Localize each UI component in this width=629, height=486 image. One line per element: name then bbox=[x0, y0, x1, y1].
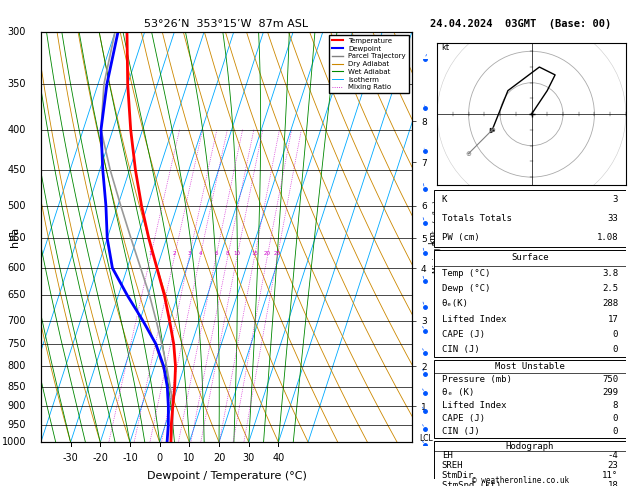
Text: Totals Totals: Totals Totals bbox=[442, 214, 511, 223]
Text: 40: 40 bbox=[272, 452, 284, 463]
Text: 600: 600 bbox=[8, 263, 26, 273]
Text: 0: 0 bbox=[613, 345, 618, 354]
Text: 20: 20 bbox=[213, 452, 225, 463]
Text: 17: 17 bbox=[608, 314, 618, 324]
Text: K: K bbox=[442, 195, 447, 204]
Text: StmSpd (kt): StmSpd (kt) bbox=[442, 481, 501, 486]
Text: Most Unstable: Most Unstable bbox=[495, 362, 565, 371]
Text: 1.08: 1.08 bbox=[597, 233, 618, 242]
Text: StmDir: StmDir bbox=[442, 471, 474, 480]
Text: 1000: 1000 bbox=[1, 437, 26, 447]
Text: 900: 900 bbox=[8, 401, 26, 411]
Text: -20: -20 bbox=[92, 452, 108, 463]
Text: 24.04.2024  03GMT  (Base: 00): 24.04.2024 03GMT (Base: 00) bbox=[430, 19, 611, 29]
Text: CIN (J): CIN (J) bbox=[442, 345, 479, 354]
Text: 300: 300 bbox=[8, 27, 26, 36]
Text: Temp (°C): Temp (°C) bbox=[442, 269, 490, 278]
Text: 288: 288 bbox=[602, 299, 618, 308]
Text: PW (cm): PW (cm) bbox=[442, 233, 479, 242]
Text: 25: 25 bbox=[274, 251, 281, 257]
Text: 850: 850 bbox=[8, 382, 26, 392]
Legend: Temperature, Dewpoint, Parcel Trajectory, Dry Adiabat, Wet Adiabat, Isotherm, Mi: Temperature, Dewpoint, Parcel Trajectory… bbox=[330, 35, 408, 93]
Text: -4: -4 bbox=[608, 451, 618, 460]
Text: 0: 0 bbox=[613, 330, 618, 339]
Text: Hodograph: Hodograph bbox=[506, 442, 554, 451]
Text: SREH: SREH bbox=[442, 461, 463, 470]
Text: 0: 0 bbox=[157, 452, 163, 463]
Text: 400: 400 bbox=[8, 125, 26, 135]
Text: 500: 500 bbox=[8, 201, 26, 211]
Text: θₑ (K): θₑ (K) bbox=[442, 388, 474, 397]
Text: EH: EH bbox=[442, 451, 452, 460]
Text: ⊕: ⊕ bbox=[465, 151, 472, 156]
Text: 18: 18 bbox=[608, 481, 618, 486]
Text: 33: 33 bbox=[608, 214, 618, 223]
Text: 3.8: 3.8 bbox=[602, 269, 618, 278]
Text: Surface: Surface bbox=[511, 253, 548, 262]
Text: 700: 700 bbox=[8, 315, 26, 326]
Text: CAPE (J): CAPE (J) bbox=[442, 330, 485, 339]
Text: 10: 10 bbox=[233, 251, 241, 257]
Text: 650: 650 bbox=[8, 290, 26, 300]
Text: Dewpoint / Temperature (°C): Dewpoint / Temperature (°C) bbox=[147, 471, 306, 481]
Text: 750: 750 bbox=[8, 339, 26, 349]
Text: 800: 800 bbox=[8, 361, 26, 371]
Text: 0: 0 bbox=[613, 427, 618, 436]
Text: Mixing Ratio (g/kg): Mixing Ratio (g/kg) bbox=[433, 200, 442, 274]
Bar bbox=[434, 190, 626, 247]
Text: 550: 550 bbox=[8, 233, 26, 243]
Text: 299: 299 bbox=[602, 388, 618, 397]
Text: © weatheronline.co.uk: © weatheronline.co.uk bbox=[472, 476, 569, 485]
Text: 10: 10 bbox=[183, 452, 196, 463]
Text: 23: 23 bbox=[608, 461, 618, 470]
Text: 4: 4 bbox=[198, 251, 202, 257]
Bar bbox=[434, 250, 626, 357]
Text: 8: 8 bbox=[226, 251, 230, 257]
Text: 350: 350 bbox=[8, 79, 26, 89]
Text: Pressure (mb): Pressure (mb) bbox=[442, 375, 511, 384]
Y-axis label: km
ASL: km ASL bbox=[428, 228, 448, 245]
Text: Dewp (°C): Dewp (°C) bbox=[442, 284, 490, 293]
Text: Lifted Index: Lifted Index bbox=[442, 314, 506, 324]
Text: hPa: hPa bbox=[10, 227, 20, 247]
Text: LCL: LCL bbox=[420, 434, 433, 443]
Text: 11°: 11° bbox=[602, 471, 618, 480]
Text: 950: 950 bbox=[8, 420, 26, 430]
Text: 6: 6 bbox=[214, 251, 218, 257]
Text: kt: kt bbox=[441, 43, 449, 52]
Bar bbox=[434, 441, 626, 486]
Text: -10: -10 bbox=[122, 452, 138, 463]
Title: 53°26’N  353°15’W  87m ASL: 53°26’N 353°15’W 87m ASL bbox=[145, 19, 308, 30]
Bar bbox=[434, 360, 626, 438]
Text: 0: 0 bbox=[613, 414, 618, 423]
Text: 2: 2 bbox=[173, 251, 176, 257]
Text: 8: 8 bbox=[613, 401, 618, 410]
Text: CIN (J): CIN (J) bbox=[442, 427, 479, 436]
Text: 2.5: 2.5 bbox=[602, 284, 618, 293]
Text: 450: 450 bbox=[8, 165, 26, 175]
Text: 15: 15 bbox=[251, 251, 258, 257]
Text: CAPE (J): CAPE (J) bbox=[442, 414, 485, 423]
Text: θₑ(K): θₑ(K) bbox=[442, 299, 469, 308]
Text: 30: 30 bbox=[243, 452, 255, 463]
Text: 20: 20 bbox=[264, 251, 271, 257]
Text: 750: 750 bbox=[602, 375, 618, 384]
Text: 3: 3 bbox=[613, 195, 618, 204]
Text: -30: -30 bbox=[63, 452, 79, 463]
Text: ⊕: ⊕ bbox=[489, 127, 495, 133]
Text: Lifted Index: Lifted Index bbox=[442, 401, 506, 410]
Text: 3: 3 bbox=[187, 251, 191, 257]
Text: 1: 1 bbox=[148, 251, 152, 257]
